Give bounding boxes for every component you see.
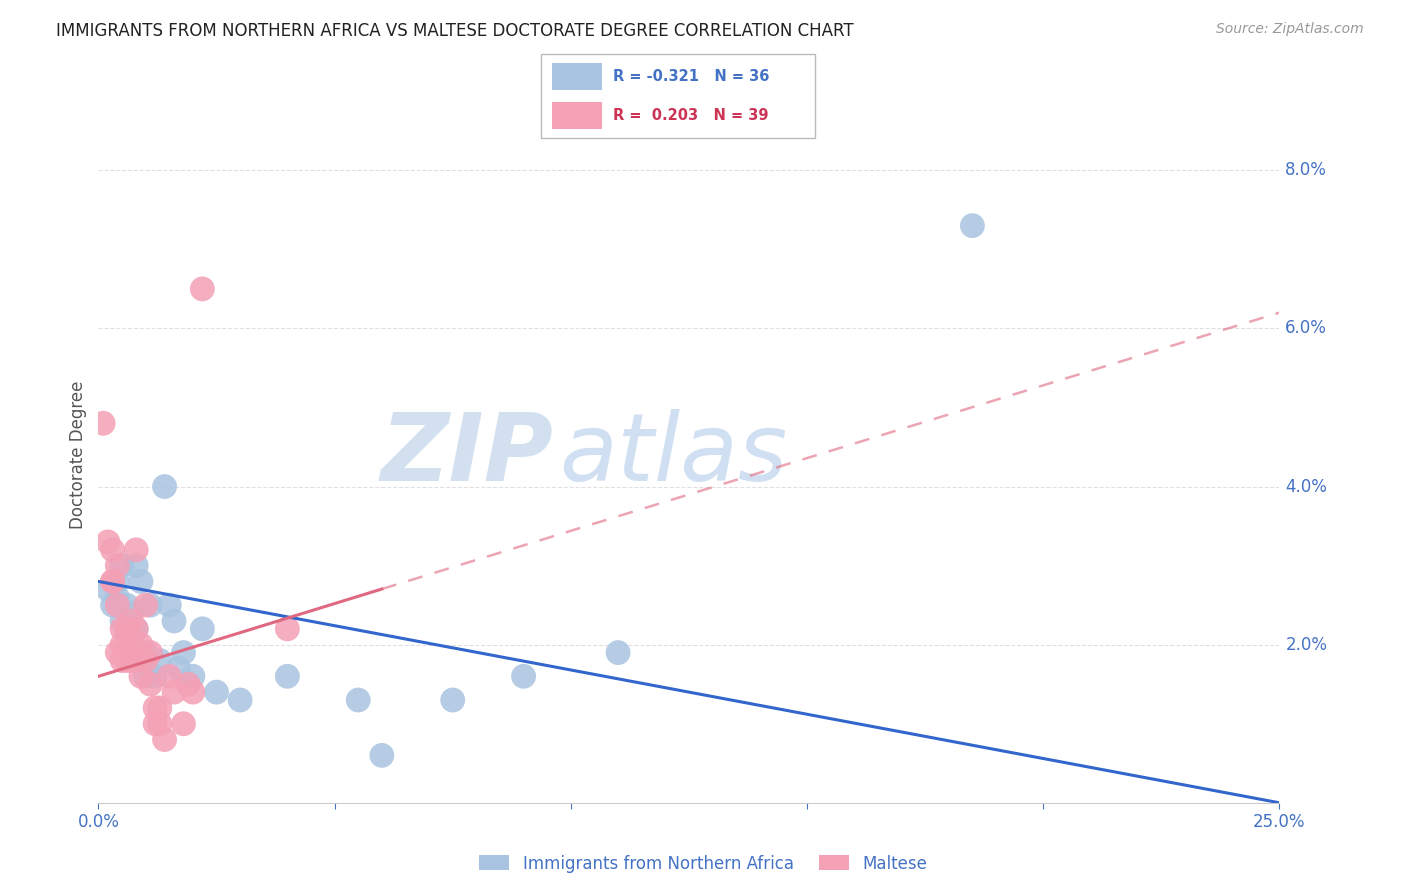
Point	[135, 646, 157, 660]
Point	[121, 653, 143, 667]
Text: Source: ZipAtlas.com: Source: ZipAtlas.com	[1216, 22, 1364, 37]
Point	[163, 685, 186, 699]
Point	[276, 669, 298, 683]
Point	[101, 574, 124, 589]
Point	[105, 598, 128, 612]
Point	[115, 646, 138, 660]
Point	[111, 614, 134, 628]
Point	[191, 622, 214, 636]
Bar	[553, 102, 602, 129]
Point	[181, 669, 204, 683]
Point	[347, 693, 370, 707]
Point	[143, 669, 166, 683]
Point	[105, 591, 128, 605]
Point	[129, 653, 152, 667]
Point	[121, 614, 143, 628]
Text: 2.0%: 2.0%	[1285, 636, 1327, 654]
Point	[143, 716, 166, 731]
Legend: Immigrants from Northern Africa, Maltese: Immigrants from Northern Africa, Maltese	[472, 848, 934, 880]
Point	[157, 669, 180, 683]
Point	[135, 669, 157, 683]
Point	[172, 646, 194, 660]
Text: atlas: atlas	[560, 409, 787, 500]
Point	[607, 646, 630, 660]
Point	[125, 622, 148, 636]
Y-axis label: Doctorate Degree: Doctorate Degree	[69, 381, 87, 529]
Text: ZIP: ZIP	[380, 409, 553, 501]
Point	[101, 542, 124, 557]
Point	[111, 558, 134, 573]
Point	[125, 653, 148, 667]
Text: R =  0.203   N = 39: R = 0.203 N = 39	[613, 108, 768, 123]
Point	[153, 479, 176, 493]
Point	[125, 653, 148, 667]
Text: IMMIGRANTS FROM NORTHERN AFRICA VS MALTESE DOCTORATE DEGREE CORRELATION CHART: IMMIGRANTS FROM NORTHERN AFRICA VS MALTE…	[56, 22, 853, 40]
Point	[115, 653, 138, 667]
Point	[135, 598, 157, 612]
Point	[121, 606, 143, 620]
Point	[229, 693, 252, 707]
Point	[512, 669, 534, 683]
Point	[149, 701, 172, 715]
Text: 6.0%: 6.0%	[1285, 319, 1327, 337]
Point	[371, 748, 394, 763]
Point	[139, 598, 162, 612]
Point	[91, 417, 114, 431]
Point	[111, 638, 134, 652]
Point	[111, 622, 134, 636]
Point	[172, 716, 194, 731]
Point	[101, 598, 124, 612]
Point	[105, 558, 128, 573]
Point	[143, 701, 166, 715]
Point	[125, 542, 148, 557]
Point	[163, 614, 186, 628]
Point	[125, 622, 148, 636]
Point	[191, 282, 214, 296]
Point	[205, 685, 228, 699]
Point	[125, 558, 148, 573]
Point	[149, 653, 172, 667]
Point	[149, 716, 172, 731]
Point	[129, 574, 152, 589]
Point	[121, 638, 143, 652]
Point	[962, 219, 984, 233]
Point	[157, 598, 180, 612]
Point	[121, 638, 143, 652]
Point	[129, 669, 152, 683]
Point	[167, 661, 190, 675]
Point	[111, 653, 134, 667]
Point	[139, 677, 162, 691]
Point	[125, 646, 148, 660]
Point	[115, 622, 138, 636]
Bar	[553, 62, 602, 90]
Point	[441, 693, 464, 707]
Point	[105, 646, 128, 660]
Point	[115, 598, 138, 612]
Point	[276, 622, 298, 636]
Point	[135, 653, 157, 667]
Text: 8.0%: 8.0%	[1285, 161, 1327, 179]
Point	[101, 574, 124, 589]
Text: R = -0.321   N = 36: R = -0.321 N = 36	[613, 69, 769, 84]
Point	[105, 574, 128, 589]
Point	[139, 646, 162, 660]
Point	[153, 732, 176, 747]
Point	[97, 534, 120, 549]
Point	[129, 638, 152, 652]
Point	[97, 582, 120, 597]
Text: 4.0%: 4.0%	[1285, 477, 1327, 496]
Point	[181, 685, 204, 699]
Point	[115, 622, 138, 636]
Point	[177, 677, 200, 691]
